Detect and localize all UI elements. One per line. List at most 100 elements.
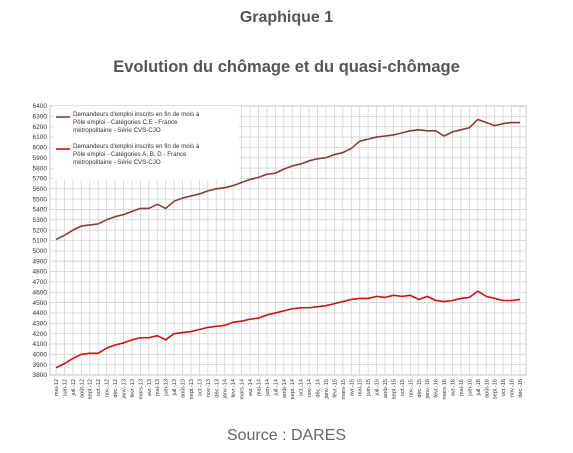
y-tick-label: 4800 (33, 269, 48, 276)
y-tick-label: 5300 (33, 217, 48, 224)
x-tick-label: janv.-15 (324, 379, 330, 400)
y-tick-label: 4600 (33, 289, 48, 296)
x-tick-label: nov.-13 (206, 379, 212, 397)
x-tick-label: mars-13 (138, 379, 144, 400)
x-axis: mai-12 juin-12 juil.-12 août-12 sept.-12 oct.… (54, 379, 524, 400)
legend-label-line: Demandeurs d'emploi inscrits en fin de m… (73, 143, 200, 150)
figure-caption: Graphique 1 (239, 9, 334, 26)
x-tick-label: août-14 (282, 379, 288, 398)
legend-label-line: métropolitaine - Série CVS-CJO (73, 159, 161, 166)
x-tick-label: sept.-12 (88, 379, 94, 399)
x-tick-label: juil.-13 (172, 379, 178, 396)
x-tick-label: déc.-13 (214, 379, 220, 398)
chart-legend: Demandeurs d'emploi inscrits en fin de m… (53, 106, 239, 180)
x-tick-label: mai-13 (155, 379, 161, 396)
y-tick-label: 3800 (33, 372, 48, 379)
legend-label-line: Pôle emploi - Catégories C,E - France (73, 119, 178, 126)
x-tick-label: mai-15 (358, 379, 364, 396)
x-tick-label: avr.-16 (451, 379, 457, 396)
x-tick-label: août-16 (484, 379, 490, 398)
legend-label-line: Pôle emploi - Catégories A, B, D - Franc… (73, 151, 187, 158)
x-tick-label: juin-13 (164, 379, 170, 397)
legend-label-line: Demandeurs d'emploi inscrits en fin de m… (73, 111, 200, 118)
y-tick-label: 6100 (33, 134, 48, 141)
x-tick-label: janv.-16 (425, 379, 431, 400)
series-line-2 (55, 290, 521, 369)
y-tick-label: 5200 (33, 227, 48, 234)
y-tick-label: 6000 (33, 145, 48, 152)
x-tick-label: oct.-13 (197, 379, 203, 396)
y-tick-label: 6400 (33, 103, 48, 110)
x-tick-label: mai-16 (459, 379, 465, 396)
x-tick-label: avr.-15 (349, 379, 355, 396)
x-tick-label: juil.-14 (273, 379, 279, 396)
x-tick-label: déc.-15 (417, 379, 423, 398)
chart-grid (49, 105, 527, 376)
y-tick-label: 4700 (33, 279, 48, 286)
y-tick-label: 3900 (33, 362, 48, 369)
x-tick-label: mai-14 (256, 379, 262, 396)
x-tick-label: sept.-16 (493, 379, 499, 399)
y-tick-label: 4500 (33, 300, 48, 307)
y-tick-label: 5500 (33, 196, 48, 203)
y-axis: 3800 3900 4000 4100 4200 4300 4400 4500 4600 4700… (33, 103, 48, 379)
x-tick-label: juin-12 (62, 379, 68, 397)
x-tick-label: mai-12 (54, 379, 60, 396)
x-tick-label: juin-15 (366, 379, 372, 397)
x-tick-label: août-12 (79, 379, 85, 398)
y-tick-label: 4100 (33, 341, 48, 348)
x-tick-label: mars-16 (442, 379, 448, 400)
plot-border (49, 105, 527, 376)
legend-label-series-1: Demandeurs d'emploi inscrits en fin de m… (73, 111, 200, 134)
x-tick-label: oct.-12 (96, 379, 102, 396)
x-tick-label: déc.-16 (518, 379, 524, 398)
x-tick-label: nov.-12 (105, 379, 111, 397)
y-tick-label: 5600 (33, 186, 48, 193)
x-tick-label: nov.-15 (408, 379, 414, 397)
x-tick-label: nov.-16 (510, 379, 516, 397)
source-note: Source : DARES (226, 427, 347, 444)
legend-background (53, 106, 239, 180)
legend-label-series-2: Demandeurs d'emploi inscrits en fin de m… (73, 143, 200, 166)
y-tick-label: 4900 (33, 258, 48, 265)
x-tick-label: févr.-16 (434, 379, 440, 398)
y-tick-label: 4000 (33, 352, 48, 359)
y-tick-label: 4200 (33, 331, 48, 338)
y-tick-label: 6200 (33, 124, 48, 131)
legend-label-line: métropolitaine - Série CVS-CJO (73, 127, 161, 134)
x-tick-label: oct.-16 (501, 379, 507, 396)
x-tick-label: févr.-13 (130, 379, 136, 398)
y-tick-label: 5900 (33, 155, 48, 162)
x-tick-label: sept.-13 (189, 379, 195, 399)
y-tick-label: 4400 (33, 310, 48, 317)
y-tick-label: 5800 (33, 165, 48, 172)
x-tick-label: août-15 (383, 379, 389, 398)
series-line-1 (55, 118, 520, 241)
x-tick-label: oct.-14 (299, 379, 305, 396)
chart-series (55, 118, 521, 369)
x-tick-label: janv.-13 (121, 379, 127, 400)
y-tick-label: 5700 (33, 176, 48, 183)
x-tick-label: janv.-14 (223, 379, 229, 400)
x-tick-label: mars-14 (240, 379, 246, 400)
x-tick-label: sept.-14 (290, 379, 296, 399)
y-tick-label: 6300 (33, 114, 48, 121)
x-tick-label: avr.-14 (248, 379, 254, 396)
x-tick-label: avr.-13 (147, 379, 153, 396)
x-tick-label: mars-15 (341, 379, 347, 400)
line-chart: 3800 3900 4000 4100 4200 4300 4400 4500 4600 4700… (33, 103, 527, 400)
y-tick-label: 5100 (33, 238, 48, 245)
y-tick-label: 5400 (33, 207, 48, 214)
y-tick-label: 4300 (33, 320, 48, 327)
chart-title: Evolution du chômage et du quasi-chômage (113, 58, 460, 76)
x-tick-label: sept.-15 (391, 379, 397, 399)
x-tick-label: nov.-14 (307, 379, 313, 397)
y-tick-label: 5000 (33, 248, 48, 255)
x-tick-label: févr.-15 (332, 379, 338, 398)
x-tick-label: juil.-15 (375, 379, 381, 396)
x-tick-label: juin-14 (265, 379, 271, 397)
x-tick-label: févr.-14 (231, 379, 237, 398)
x-tick-label: juil.-12 (71, 379, 77, 396)
x-tick-label: oct.-15 (400, 379, 406, 396)
x-tick-label: août-13 (181, 379, 187, 398)
